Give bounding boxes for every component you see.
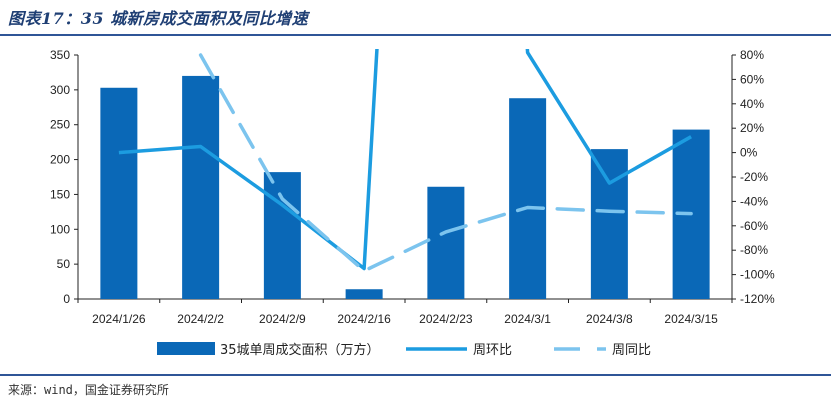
y-left-tick-label: 0 [63,292,70,306]
y-right-tick-label: 0% [740,146,758,160]
y-right-tick-label: -20% [740,170,768,184]
title-rule [0,34,831,36]
bar [590,149,628,299]
bar [100,87,138,299]
y-left-tick-label: 100 [50,222,70,236]
source-rule [0,374,831,376]
x-tick-label: 2024/3/15 [664,312,718,326]
x-tick-label: 2024/2/23 [419,312,473,326]
legend-swatch-bar [157,342,215,355]
series-line-wow [118,49,692,271]
bar [509,98,547,299]
y-right-tick-label: 60% [740,72,764,86]
y-right-tick-label: -80% [740,243,768,257]
x-tick-label: 2024/1/26 [92,312,146,326]
y-right-tick-label: -100% [740,268,775,282]
y-left-tick-label: 50 [57,257,71,271]
y-right-tick-label: 20% [740,121,764,135]
y-right-tick-label: -40% [740,194,768,208]
y-right-tick-label: 80% [740,48,764,62]
y-left-tick-label: 200 [50,153,70,167]
y-right-tick-label: -120% [740,292,775,306]
x-tick-label: 2024/2/2 [177,312,224,326]
x-tick-label: 2024/3/1 [504,312,551,326]
y-right-tick-label: 40% [740,97,764,111]
y-left-tick-label: 250 [50,118,70,132]
x-tick-label: 2024/2/9 [259,312,306,326]
bar [182,75,220,300]
y-left-tick-label: 150 [50,187,70,201]
bar [427,186,465,299]
series-line-yoy [198,53,693,273]
y-left-tick-label: 350 [50,48,70,62]
source-note: 来源：wind，国金证券研究所 [8,383,169,397]
bar [263,172,301,299]
bar [345,289,383,299]
x-tick-label: 2024/3/8 [586,312,633,326]
y-right-tick-label: -60% [740,219,768,233]
legend-label-bar: 35城单周成交面积（万方） [220,342,380,358]
legend-label-wow: 周环比 [473,343,512,358]
chart-title: 图表17：35 城新房成交面积及同比增速 [8,9,309,28]
x-tick-label: 2024/2/16 [337,312,391,326]
legend-label-yoy: 周同比 [612,343,651,358]
y-left-tick-label: 300 [50,83,70,97]
